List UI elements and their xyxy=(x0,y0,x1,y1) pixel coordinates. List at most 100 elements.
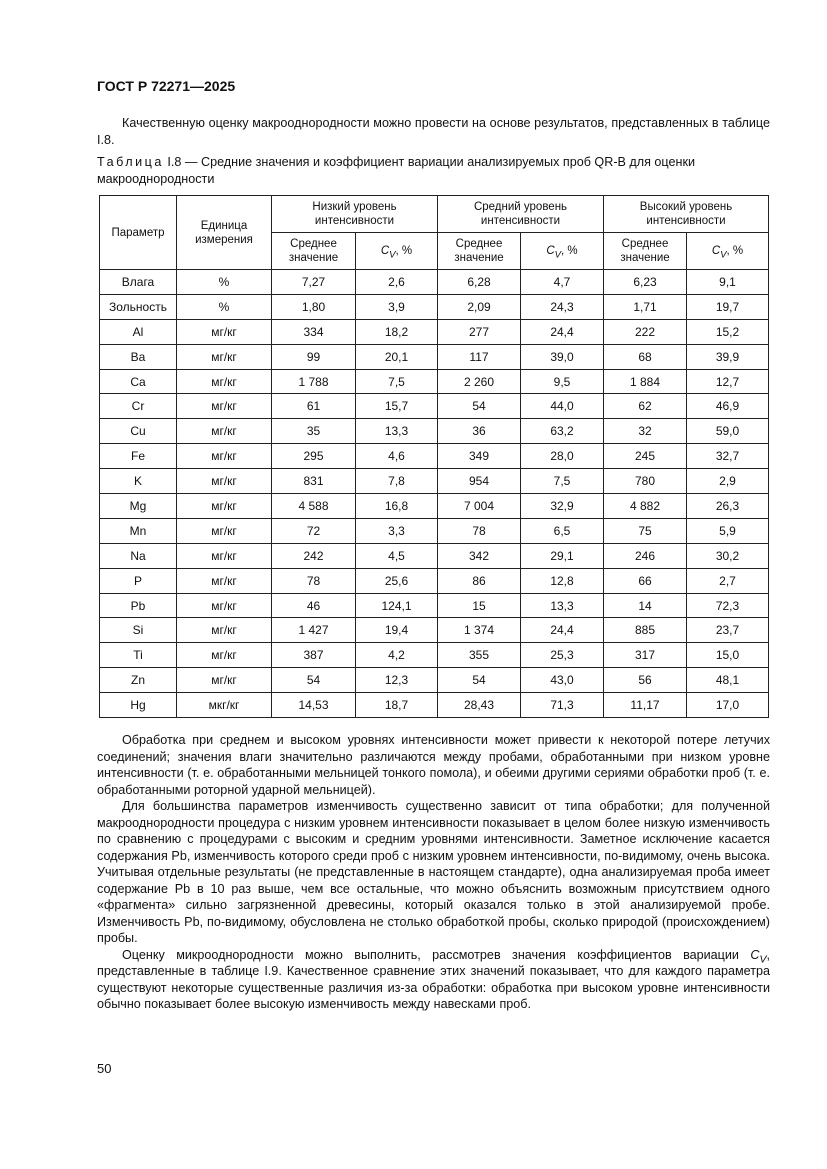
table-row: Зольность% 1,80 3,9 2,09 24,3 1,71 19,7 xyxy=(99,293,769,320)
body-paragraph: Для большинства параметров изменчивость … xyxy=(97,799,770,946)
table-cell: 3,3 xyxy=(355,517,438,544)
table-cell: 68 xyxy=(603,343,687,370)
body-text: Обработка при среднем и высоком уровнях … xyxy=(97,732,770,947)
table-cell: 15,2 xyxy=(686,318,769,345)
table-cell: 32,7 xyxy=(686,443,769,470)
table-cell: 9,5 xyxy=(520,368,604,395)
table-cell: мг/кг xyxy=(176,343,272,370)
table-cell: 30,2 xyxy=(686,542,769,569)
table-cell: 349 xyxy=(437,443,521,470)
table-row: Fe мг/кг 295 4,6 349 28,0 245 32,7 xyxy=(99,443,769,470)
table-cell: 334 xyxy=(271,318,356,345)
table-cell: 3,9 xyxy=(355,293,438,320)
table-cell: 32,9 xyxy=(520,493,604,519)
table-cell: 15,0 xyxy=(686,642,769,669)
table-cell: 23,7 xyxy=(686,617,769,644)
table-row: Ba мг/кг 99 20,1 117 39,0 68 39,9 xyxy=(99,343,769,370)
table-cell: 26,3 xyxy=(686,493,769,519)
table-cell: 11,17 xyxy=(603,692,687,719)
table-cell: 4 588 xyxy=(271,493,356,519)
table-cell: 18,2 xyxy=(355,318,438,345)
table-cell: % xyxy=(176,293,272,320)
table-cell: 5,9 xyxy=(686,517,769,544)
table-cell: 46 xyxy=(271,592,356,619)
page-number: 50 xyxy=(97,1060,112,1076)
table-cell: 66 xyxy=(603,567,687,594)
table-cell: 28,0 xyxy=(520,443,604,470)
table-row: Si мг/кг 1 427 19,4 1 374 24,4 885 23,7 xyxy=(99,617,769,644)
table-cell: 2,6 xyxy=(355,269,438,295)
table-cell: 13,3 xyxy=(520,592,604,619)
table-cell: 99 xyxy=(271,343,356,370)
table-cell: мг/кг xyxy=(176,667,272,694)
table-cell: Ca xyxy=(99,368,177,395)
table-cell: Na xyxy=(99,542,177,569)
data-table: Параметр Единица измерения Низкий уровен… xyxy=(99,195,769,719)
table-cell: 71,3 xyxy=(520,692,604,719)
table-cell: 355 xyxy=(437,642,521,669)
table-cell: 25,6 xyxy=(355,567,438,594)
table-cell: 48,1 xyxy=(686,667,769,694)
table-cell: 28,43 xyxy=(437,692,521,719)
table-cell: 56 xyxy=(603,667,687,694)
table-cell: мг/кг xyxy=(176,642,272,669)
table-cell: мг/кг xyxy=(176,393,272,420)
table-cell: Mn xyxy=(99,517,177,544)
table-cell: 1,80 xyxy=(271,293,356,320)
table-cell: Pb xyxy=(99,592,177,619)
table-cell: 7,5 xyxy=(355,368,438,395)
table-cell: 86 xyxy=(437,567,521,594)
table-cell: мг/кг xyxy=(176,493,272,519)
table-cell: 12,8 xyxy=(520,567,604,594)
header-parameter: Параметр xyxy=(99,195,177,270)
header-mean: Среднее значение xyxy=(271,232,356,270)
header-cv: CV, % xyxy=(355,232,438,270)
table-cell: K xyxy=(99,468,177,495)
table-cell: 24,4 xyxy=(520,318,604,345)
table-cell: 25,3 xyxy=(520,642,604,669)
table-row: Al мг/кг 334 18,2 277 24,4 222 15,2 xyxy=(99,318,769,345)
table-cell: 1 788 xyxy=(271,368,356,395)
table-cell: 29,1 xyxy=(520,542,604,569)
table-cell: 4 882 xyxy=(603,493,687,519)
table-cell: 12,3 xyxy=(355,667,438,694)
table-row: Na мг/кг 242 4,5 342 29,1 246 30,2 xyxy=(99,542,769,569)
table-cell: 72,3 xyxy=(686,592,769,619)
caption-text: I.8 — Средние значения и коэффициент вар… xyxy=(97,155,696,186)
body-paragraph: Обработка при среднем и высоком уровнях … xyxy=(97,733,770,797)
table-cell: Зольность xyxy=(99,293,177,320)
table-cell: 54 xyxy=(437,393,521,420)
table-cell: мг/кг xyxy=(176,567,272,594)
table-cell: 2,9 xyxy=(686,468,769,495)
table-cell: мг/кг xyxy=(176,542,272,569)
table-cell: 7,5 xyxy=(520,468,604,495)
table-cell: 19,7 xyxy=(686,293,769,320)
table-row: Mg мг/кг 4 588 16,8 7 004 32,9 4 882 26,3 xyxy=(99,493,769,519)
table-cell: 222 xyxy=(603,318,687,345)
table-cell: Fe xyxy=(99,443,177,470)
table-cell: 2,7 xyxy=(686,567,769,594)
table-cell: 4,7 xyxy=(520,269,604,295)
table-cell: 39,9 xyxy=(686,343,769,370)
table-cell: 6,28 xyxy=(437,269,521,295)
table-cell: 2 260 xyxy=(437,368,521,395)
table-cell: 63,2 xyxy=(520,418,604,445)
table-cell: мг/кг xyxy=(176,592,272,619)
table-cell: 78 xyxy=(437,517,521,544)
table-cell: 36 xyxy=(437,418,521,445)
table-cell: 124,1 xyxy=(355,592,438,619)
header-cv: CV, % xyxy=(686,232,769,270)
table-cell: Влага xyxy=(99,269,177,295)
table-cell: 6,5 xyxy=(520,517,604,544)
table-cell: 18,7 xyxy=(355,692,438,719)
table-cell: 245 xyxy=(603,443,687,470)
table-cell: 14 xyxy=(603,592,687,619)
header-cv: CV, % xyxy=(520,232,604,270)
table-cell: 7,8 xyxy=(355,468,438,495)
table-cell: 24,3 xyxy=(520,293,604,320)
table-row: Cu мг/кг 35 13,3 36 63,2 32 59,0 xyxy=(99,418,769,445)
table-cell: 12,7 xyxy=(686,368,769,395)
table-cell: 75 xyxy=(603,517,687,544)
table-cell: 2,09 xyxy=(437,293,521,320)
